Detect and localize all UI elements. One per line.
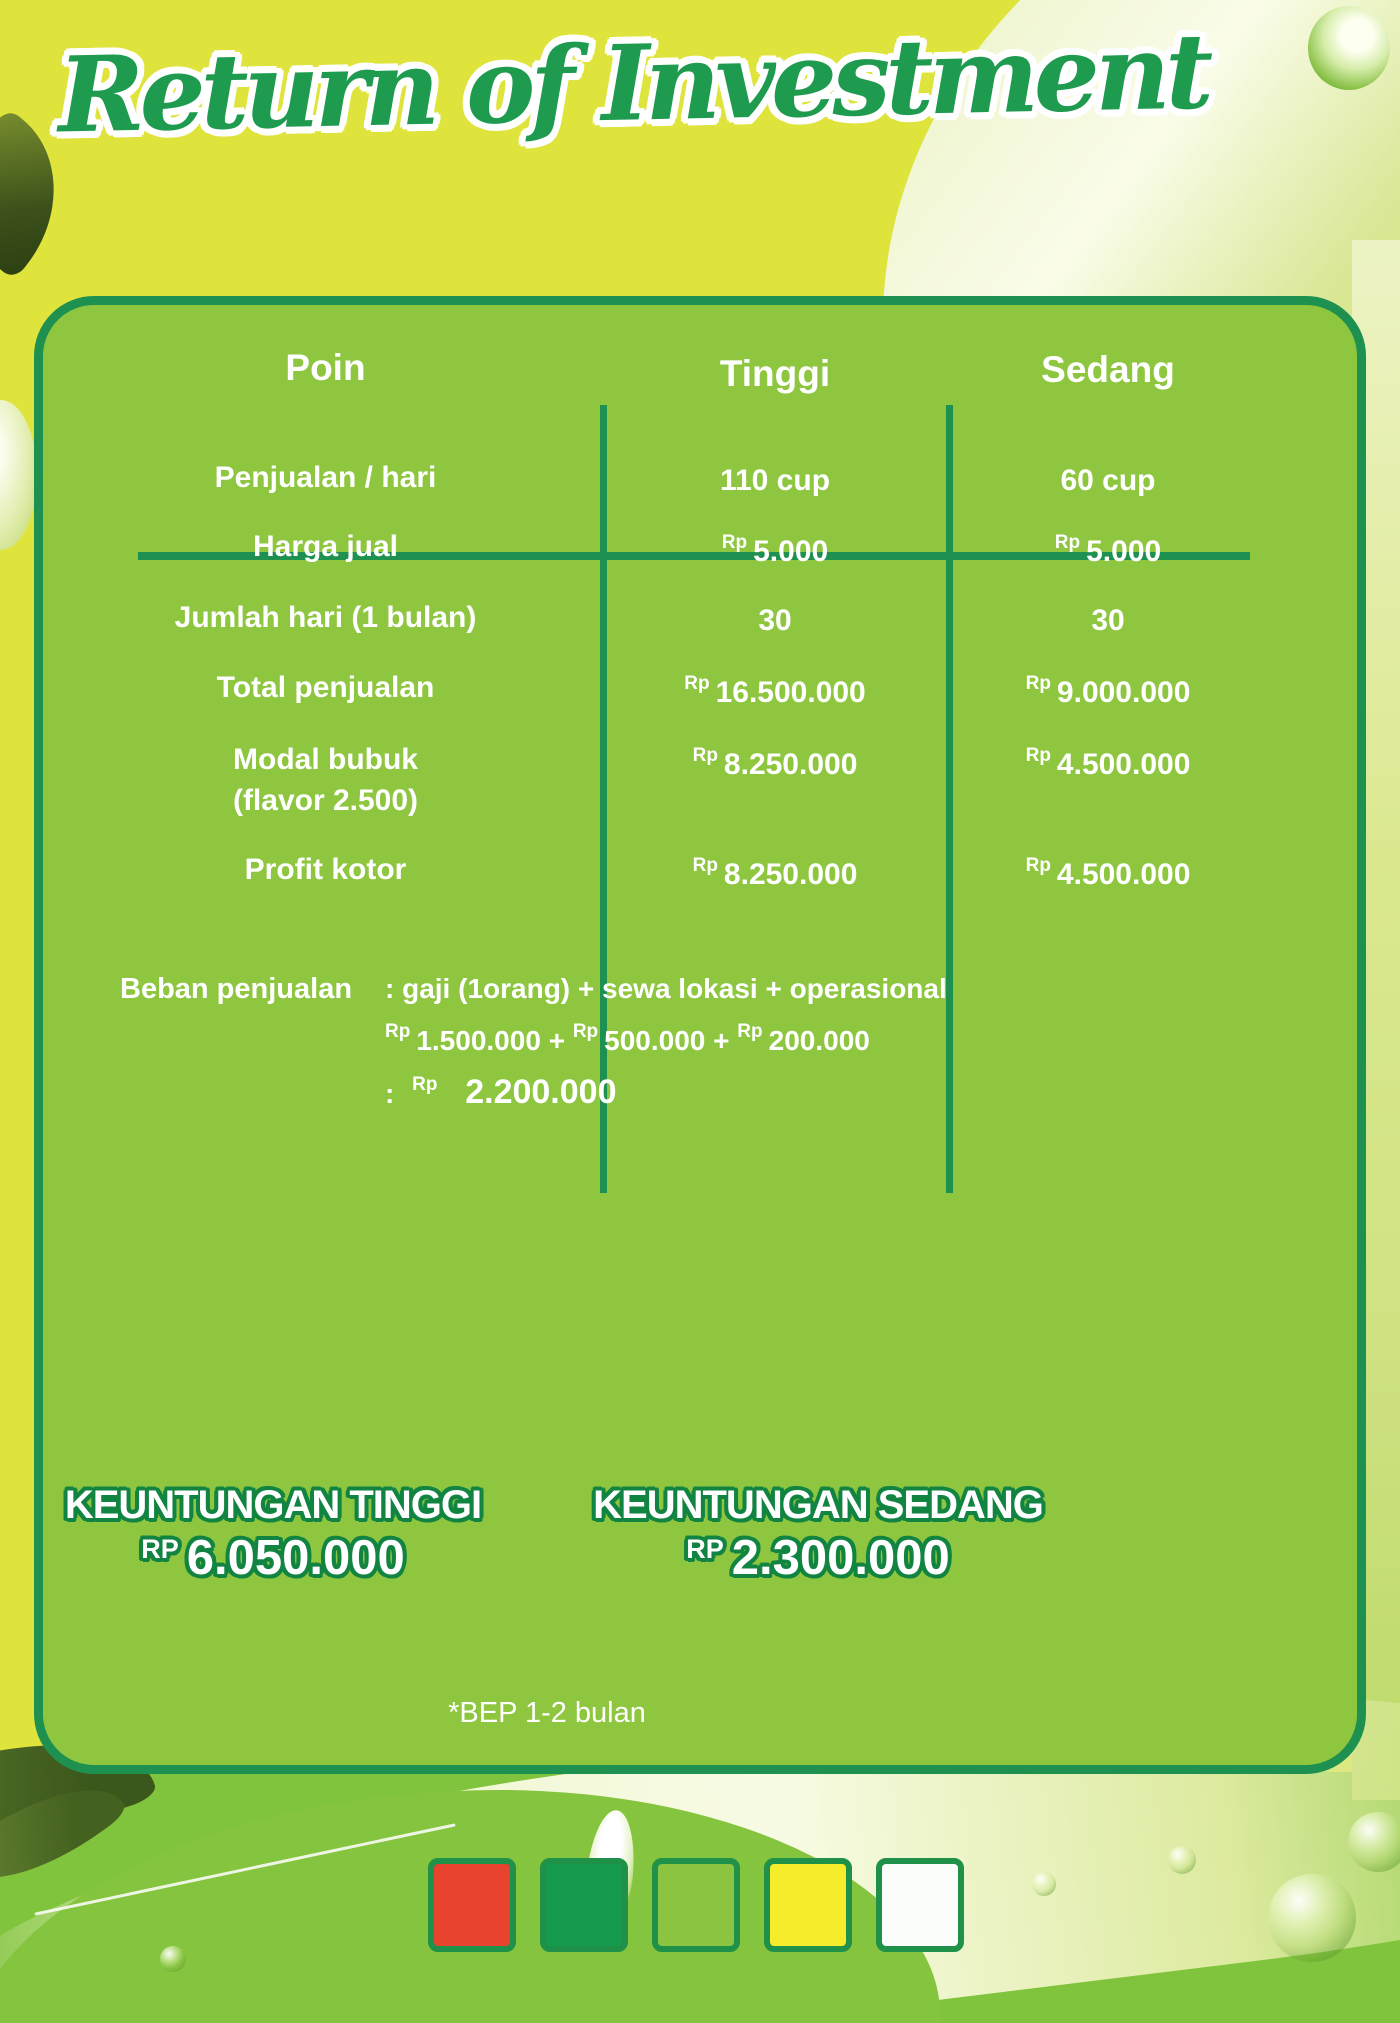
currency-prefix: Rp (1025, 745, 1051, 766)
bep-footnote: *BEP 1-2 bulan (448, 1697, 646, 1729)
bubble-decoration (1348, 1812, 1400, 1872)
keuntungan-tinggi-title: KEUNTUNGAN TINGGI (64, 1483, 482, 1527)
column-divider (600, 405, 607, 1193)
value-tinggi-hari: 30 (758, 604, 792, 637)
row-sublabel-flavor: (flavor 2.500) (232, 784, 419, 817)
splash-decoration (0, 400, 37, 550)
row-label-modal-bubuk: Modal bubuk (233, 743, 418, 776)
row-label-profit-kotor: Profit kotor (244, 853, 407, 886)
beban-label: Beban penjualan (120, 973, 353, 1005)
keuntungan-sedang-block: KEUNTUNGAN SEDANG RP 2.300.000 (583, 1483, 1053, 1586)
bubble-decoration (1032, 1872, 1056, 1896)
row-label-jumlah-hari: Jumlah hari (1 bulan) (174, 601, 477, 634)
row-label-harga-jual: Harga jual (252, 530, 399, 563)
palette-swatch-white (876, 1858, 964, 1952)
currency-prefix: Rp (412, 1074, 438, 1095)
beban-lines: : gaji (1orang) + sewa lokasi + operasio… (385, 973, 1310, 1128)
value-sedang-modal: Rp 4.500.000 (1025, 745, 1191, 781)
roi-card: Poin Tinggi Sedang Penjualan / hari Harg… (34, 296, 1366, 1774)
row-label-penjualan-hari: Penjualan / hari (214, 461, 437, 494)
value-tinggi-harga: Rp 5.000 (721, 532, 829, 568)
currency-prefix: Rp (737, 1021, 763, 1042)
beban-penjualan-section: Beban penjualan : gaji (1orang) + sewa l… (120, 973, 1310, 1128)
value-sedang-profit: Rp 4.500.000 (1025, 855, 1191, 891)
value-tinggi-total: Rp 16.500.000 (684, 673, 866, 709)
value-tinggi-penjualan: 110 cup (719, 464, 831, 497)
value-sedang-total: Rp 9.000.000 (1025, 673, 1191, 709)
currency-prefix: Rp (1054, 532, 1081, 553)
bubble-decoration (1168, 1846, 1196, 1874)
currency-prefix: Rp (1025, 855, 1051, 876)
currency-prefix: Rp (572, 1021, 599, 1042)
keuntungan-sedang-amount: RP 2.300.000 (686, 1531, 950, 1585)
table-header-tinggi: Tinggi (719, 353, 831, 394)
value-sedang-hari: 30 (1091, 604, 1125, 637)
table-header-sedang: Sedang (1041, 349, 1175, 390)
keuntungan-tinggi-amount: RP 6.050.000 (141, 1531, 405, 1585)
value-tinggi-profit: Rp 8.250.000 (692, 855, 858, 891)
beban-amounts-line: Rp 1.500.000 + Rp 500.000 + Rp 200.000 (385, 1021, 870, 1056)
beban-total-line: : Rp 2.200.000 (385, 1073, 617, 1111)
row-label-total-penjualan: Total penjualan (216, 671, 435, 704)
bubble-decoration (1268, 1874, 1356, 1962)
keuntungan-sedang-title: KEUNTUNGAN SEDANG (593, 1483, 1044, 1527)
table-header-poin: Poin (285, 347, 366, 388)
value-sedang-harga: Rp 5.000 (1054, 532, 1162, 568)
bubble-decoration (160, 1946, 186, 1972)
keuntungan-tinggi-block: KEUNTUNGAN TINGGI RP 6.050.000 (63, 1483, 483, 1586)
beban-total-amount: 2.200.000 (465, 1073, 617, 1111)
currency-prefix: Rp (385, 1021, 411, 1042)
currency-prefix: Rp (692, 745, 718, 766)
header-divider (138, 552, 1250, 560)
bubble-decoration (1308, 6, 1390, 90)
value-sedang-penjualan: 60 cup (1060, 464, 1156, 497)
palette-swatch-yellow (764, 1858, 852, 1952)
column-divider (946, 405, 953, 1193)
currency-prefix: RP (141, 1534, 179, 1564)
currency-prefix: Rp (684, 673, 710, 694)
currency-prefix: RP (686, 1534, 724, 1564)
value-tinggi-modal: Rp 8.250.000 (692, 745, 858, 781)
currency-prefix: Rp (1025, 673, 1051, 694)
currency-prefix: Rp (692, 855, 718, 876)
currency-prefix: Rp (721, 532, 748, 553)
color-palette (428, 1858, 964, 1952)
palette-swatch-red (428, 1858, 516, 1952)
palette-swatch-dark-green (540, 1858, 628, 1952)
palette-swatch-light-green (652, 1858, 740, 1952)
page-title: Return of Investment (56, 9, 1210, 157)
beban-formula-line: : gaji (1orang) + sewa lokasi + operasio… (385, 973, 947, 1004)
